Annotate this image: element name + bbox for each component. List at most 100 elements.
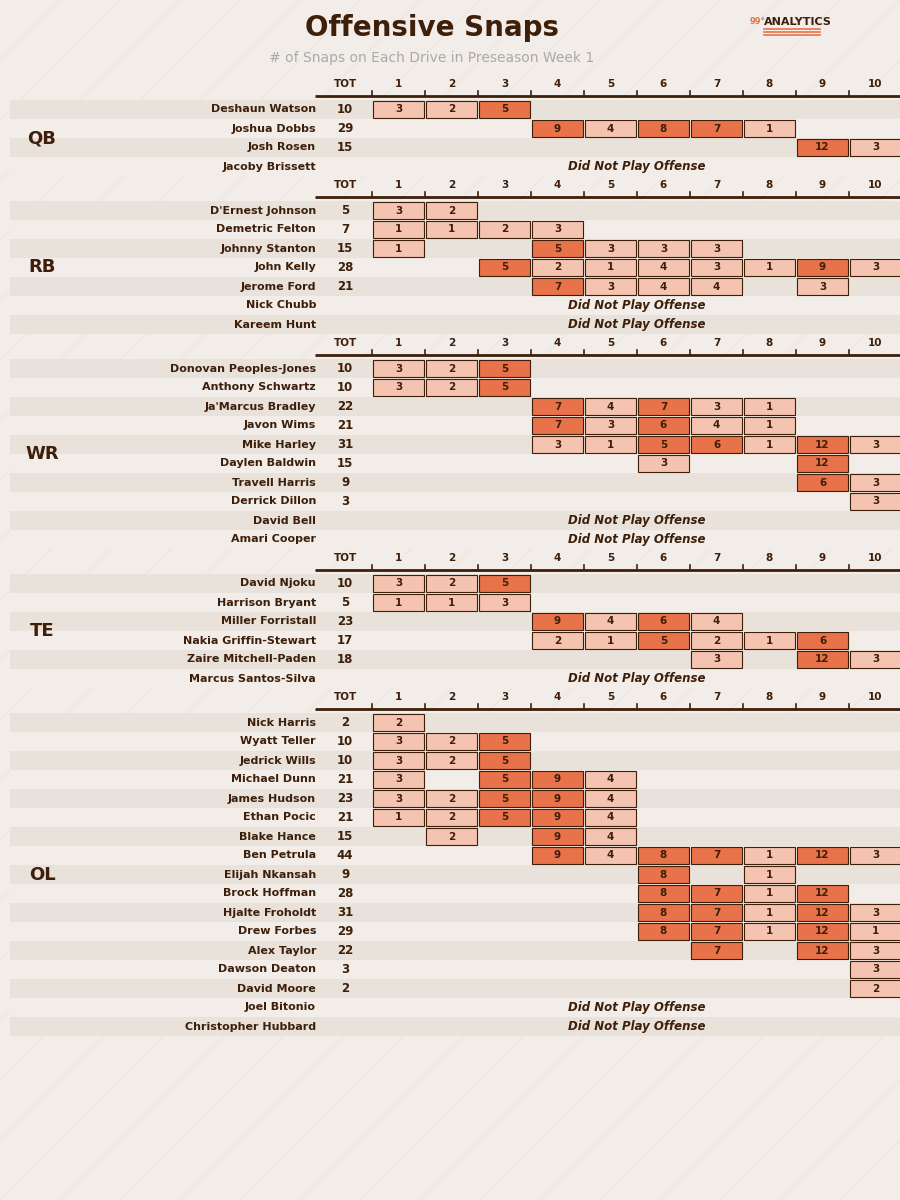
Bar [850,847,900,864]
Text: 21: 21 [337,773,353,786]
Text: 3: 3 [395,205,402,216]
Text: 5: 5 [660,439,667,450]
Bar [10,612,900,631]
Bar [532,221,583,238]
Bar [10,846,900,865]
Text: 12: 12 [815,458,830,468]
Text: Josh Rosen: Josh Rosen [248,143,316,152]
Bar [10,200,900,220]
Text: 9: 9 [554,812,561,822]
Bar [426,101,477,118]
Bar [10,827,900,846]
Text: 4: 4 [554,553,562,563]
Text: 2: 2 [448,812,455,822]
Bar [797,455,848,472]
Bar [373,594,424,611]
Text: 2: 2 [395,718,402,727]
Text: 3: 3 [872,263,879,272]
Bar [744,886,795,902]
Bar [797,632,848,649]
Text: 7: 7 [713,338,720,348]
Text: 2: 2 [448,79,455,89]
Text: Joel Bitonio: Joel Bitonio [245,1002,316,1013]
Text: 5: 5 [501,578,508,588]
Bar [797,904,848,922]
Bar [479,259,530,276]
Bar [638,416,689,434]
Text: Ja'Marcus Bradley: Ja'Marcus Bradley [204,402,316,412]
Text: Travell Harris: Travell Harris [232,478,316,487]
Bar [532,278,583,295]
Text: 1: 1 [395,244,402,253]
Bar [532,828,583,845]
Text: 2: 2 [448,205,455,216]
Bar [532,120,583,137]
Text: 3: 3 [872,851,879,860]
Text: 3: 3 [872,143,879,152]
Text: Daylen Baldwin: Daylen Baldwin [220,458,316,468]
Text: 9: 9 [819,692,826,702]
Text: 2: 2 [448,737,455,746]
Text: 4: 4 [607,124,614,133]
Text: Did Not Play Offense: Did Not Play Offense [568,1001,706,1014]
Text: 8: 8 [660,888,667,899]
Bar [850,980,900,997]
Text: 2: 2 [448,104,455,114]
Bar [797,259,848,276]
Text: 23: 23 [337,614,353,628]
Text: 1: 1 [766,870,773,880]
Bar [638,120,689,137]
Text: 7: 7 [713,888,720,899]
Text: 3: 3 [872,478,879,487]
Text: 4: 4 [607,793,614,804]
Bar [532,240,583,257]
Text: Brock Hoffman: Brock Hoffman [223,888,316,899]
Text: 2: 2 [448,338,455,348]
Bar [373,101,424,118]
Bar [10,434,900,454]
Bar [10,157,900,176]
Text: 3: 3 [872,654,879,665]
Bar [10,808,900,827]
Bar [479,575,530,592]
Bar [850,923,900,940]
Text: 1: 1 [766,888,773,899]
Text: Ethan Pocic: Ethan Pocic [243,812,316,822]
Bar [373,809,424,826]
Bar [10,751,900,770]
Text: 3: 3 [713,244,720,253]
Bar [10,884,900,902]
Text: 7: 7 [554,282,562,292]
Text: 2: 2 [448,692,455,702]
Text: Did Not Play Offense: Did Not Play Offense [568,672,706,685]
Text: 5: 5 [501,104,508,114]
Text: 4: 4 [713,420,720,431]
Text: 8: 8 [660,124,667,133]
Text: 1: 1 [872,926,879,936]
Text: 7: 7 [554,420,562,431]
Bar [691,120,742,137]
Text: 8: 8 [660,851,667,860]
Text: Did Not Play Offense: Did Not Play Offense [568,1020,706,1033]
Text: 3: 3 [395,793,402,804]
Text: Ben Petrula: Ben Petrula [243,851,316,860]
Text: ANALYTICS: ANALYTICS [764,17,832,26]
Bar [638,886,689,902]
Text: Donovan Peoples-Jones: Donovan Peoples-Jones [170,364,316,373]
Bar [10,511,900,530]
Text: 3: 3 [501,79,508,89]
Bar [532,613,583,630]
Text: 5: 5 [554,244,561,253]
Bar [850,904,900,922]
Bar [426,828,477,845]
Bar [532,847,583,864]
Text: 3: 3 [395,578,402,588]
Text: 1: 1 [607,439,614,450]
Bar [850,650,900,668]
Bar [585,847,636,864]
Bar [638,613,689,630]
Bar [373,752,424,769]
Bar [426,790,477,806]
Bar [691,416,742,434]
Bar [10,574,900,593]
